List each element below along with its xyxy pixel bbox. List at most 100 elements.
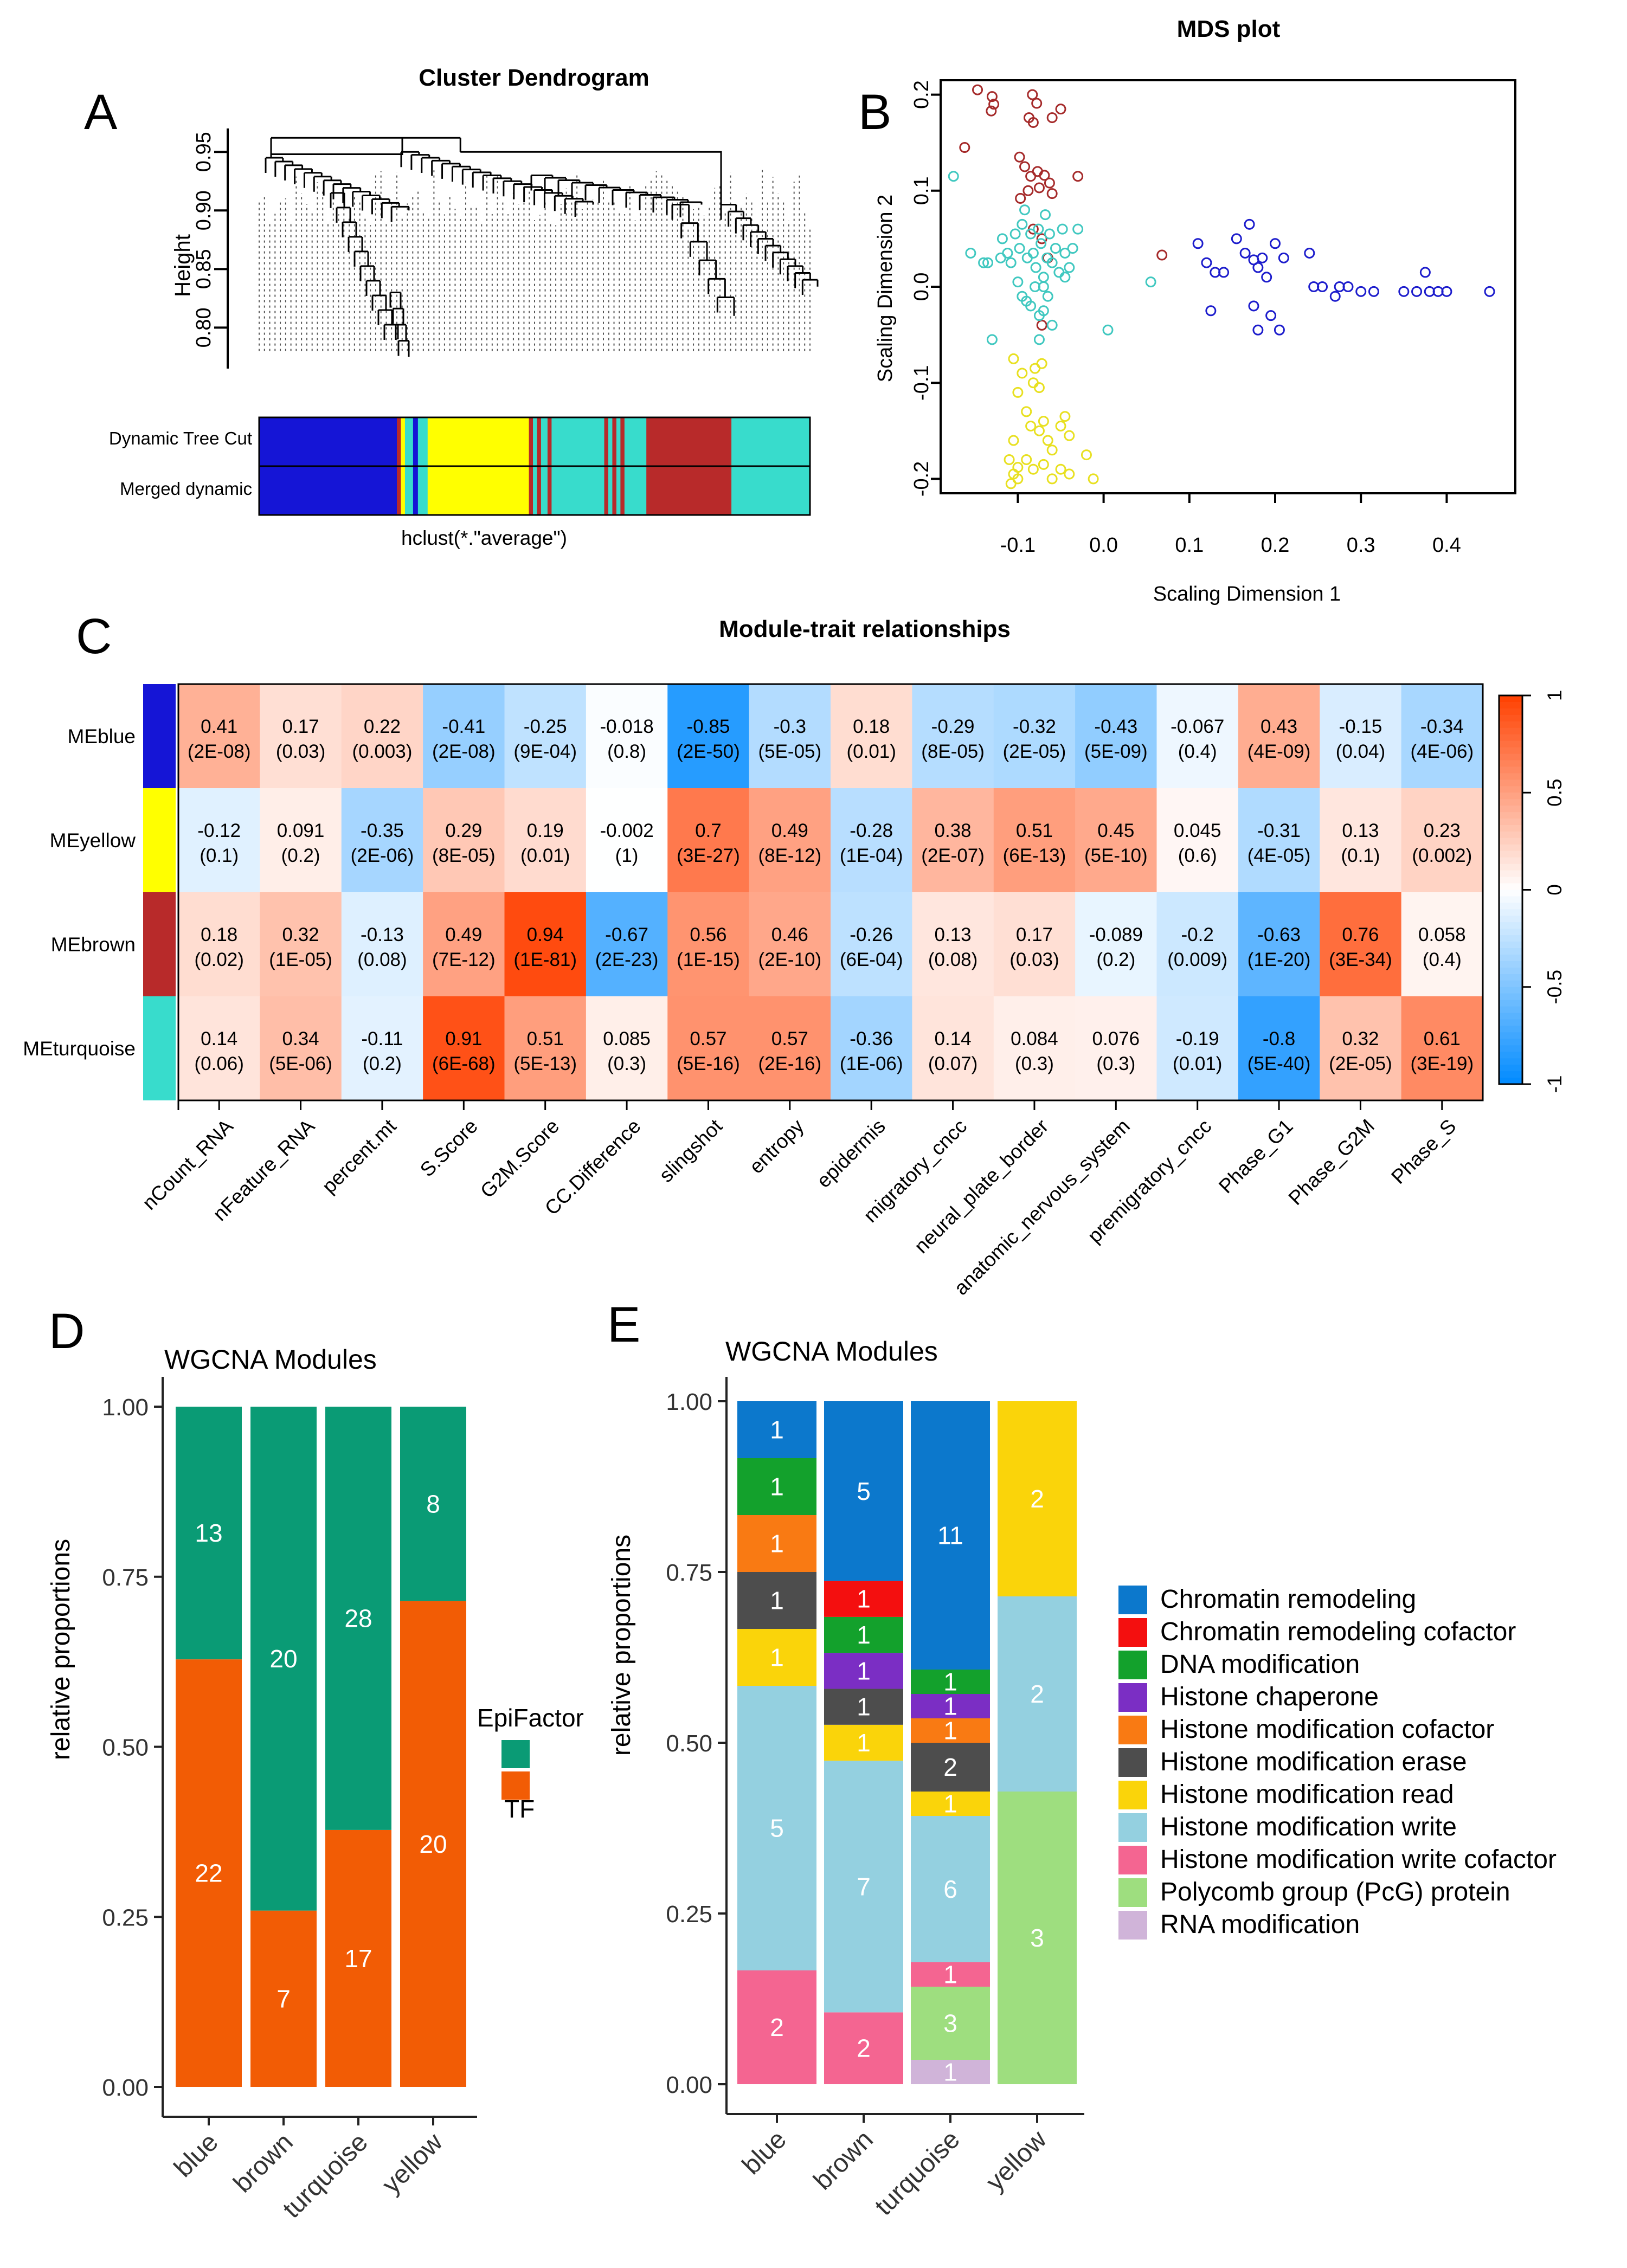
- mds-point-yellow: [1025, 420, 1037, 431]
- colorbar-segment: [1499, 890, 1522, 897]
- panel-e-title: WGCNA Modules: [725, 1336, 938, 1367]
- heatmap-cell-pvalue: (0.2): [1096, 949, 1135, 970]
- heatmap-cell-value: -0.11: [361, 1028, 403, 1049]
- colorbar-tick-label: 0.5: [1544, 779, 1566, 807]
- heatmap-cell-pvalue: (0.3): [1015, 1053, 1054, 1074]
- heatmap-cell: [423, 996, 505, 1101]
- mds-point-turquoise: [1046, 257, 1058, 268]
- panel-e-ylabel: relative proportions: [607, 1535, 636, 1756]
- colorbar-segment: [1499, 1006, 1522, 1014]
- legend-swatch: [1118, 1586, 1147, 1614]
- mds-point-yellow: [1027, 463, 1039, 475]
- heatmap-cell-value: -0.15: [1339, 716, 1382, 737]
- heatmap-cell-value: -0.8: [1263, 1028, 1295, 1049]
- heatmap-cell: [993, 892, 1076, 997]
- heatmap-cell: [749, 892, 831, 997]
- heatmap-cell-value: -0.43: [1094, 716, 1137, 737]
- y-tick-label: 0.75: [102, 1564, 149, 1591]
- heatmap-cell: [1320, 788, 1402, 893]
- bar-segment-histone-modification-read: [998, 1401, 1077, 1596]
- heatmap-cell-pvalue: (5E-10): [1084, 845, 1148, 866]
- mds-point-turquoise: [965, 247, 976, 259]
- heatmap-cell: [504, 684, 587, 789]
- mds-point-brown: [1033, 182, 1045, 194]
- heatmap-cell-value: 0.14: [201, 1028, 237, 1049]
- heatmap-cell-value: -0.31: [1257, 820, 1301, 841]
- panel-b-mds-plot: B MDS plot -0.1 0.0 0.1 0.2 0.3 0.4 -0.2 -0.1 0.…: [858, 16, 1516, 605]
- mds-point-brown: [1156, 249, 1168, 261]
- mds-point-blue: [1355, 286, 1367, 297]
- mds-point-blue: [1342, 281, 1354, 292]
- heatmap-cell-pvalue: (2E-08): [432, 741, 496, 762]
- heatmap-cell: [1075, 996, 1157, 1101]
- bar-segment-histone-modification-read: [737, 1629, 816, 1686]
- mds-x-tick-label: -0.1: [1000, 534, 1036, 557]
- legend-swatch: [1118, 1813, 1147, 1842]
- mds-point-turquoise: [1044, 228, 1055, 240]
- heatmap-cell-pvalue: (1E-05): [269, 949, 332, 970]
- heatmap-cell-value: 0.22: [364, 716, 401, 737]
- heatmap-cell-value: -0.25: [524, 716, 567, 737]
- mds-point-turquoise: [1017, 218, 1028, 230]
- heatmap-cell-value: 0.7: [695, 820, 722, 841]
- mds-point-blue: [1484, 286, 1495, 297]
- mds-point-yellow: [1033, 425, 1045, 436]
- mds-point-yellow: [1064, 430, 1075, 441]
- colorbar-tick-label: -0.5: [1544, 970, 1566, 1004]
- bar-segment-histone-modification-write: [998, 1596, 1077, 1792]
- mds-point-yellow: [1059, 411, 1071, 422]
- mds-point-yellow: [1008, 353, 1019, 364]
- bar-segment-count: 1: [857, 1729, 871, 1757]
- mds-y-tick-label: -0.1: [910, 365, 933, 400]
- mds-point-turquoise: [1005, 257, 1017, 268]
- legend-swatch: [1118, 1716, 1147, 1744]
- mds-point-turquoise: [1102, 324, 1114, 336]
- heatmap-cell: [993, 684, 1076, 789]
- mds-point-brown: [986, 105, 997, 117]
- mds-x-tick-label: 0.1: [1175, 534, 1204, 557]
- heatmap-cell: [1075, 788, 1157, 893]
- mds-point-brown: [1046, 112, 1058, 124]
- heatmap-cell: [1156, 684, 1239, 789]
- heatmap-cell: [831, 684, 912, 789]
- colorbar-segment: [1499, 948, 1522, 955]
- legend-swatch: [1118, 1683, 1147, 1712]
- mds-point-turquoise: [948, 171, 959, 182]
- heatmap-row-color: [143, 684, 176, 788]
- heatmap-cell-value: 0.41: [201, 716, 237, 737]
- colorbar-segment: [1499, 955, 1522, 962]
- heatmap-cell: [586, 892, 668, 997]
- mds-point-yellow: [1064, 468, 1075, 480]
- mds-point-brown: [1072, 171, 1084, 182]
- heatmap-cell: [667, 788, 750, 893]
- colorbar-segment: [1499, 909, 1522, 917]
- colorbar-segment: [1499, 980, 1522, 988]
- heatmap-cell-value: 0.17: [282, 716, 319, 737]
- bar-segment-polycomb-group-pcg-protein: [911, 1987, 990, 2060]
- bar-segment-dna-modification: [824, 1616, 903, 1653]
- heatmap-row-label: MEbrown: [51, 933, 136, 956]
- colorbar-segment: [1499, 812, 1522, 820]
- colorbar-segment: [1499, 753, 1522, 761]
- heatmap-frame: [177, 683, 1484, 1101]
- legend-label: Histone chaperone: [1160, 1683, 1379, 1711]
- heatmap-cell: [586, 788, 668, 893]
- colorbar-segment: [1499, 1000, 1522, 1007]
- heatmap-cell: [423, 788, 505, 893]
- dendrogram-xlabel: hclust(*."average"): [401, 527, 567, 549]
- legend-title: EpiFactor: [477, 1704, 584, 1732]
- heatmap-cell: [341, 684, 423, 789]
- mds-point-yellow: [1088, 473, 1099, 485]
- legend-swatch-epifactor: [501, 1740, 530, 1768]
- heatmap-cell-pvalue: (0.1): [1341, 845, 1380, 866]
- colorbar-segment: [1499, 916, 1522, 923]
- heatmap-cell-pvalue: (3E-19): [1410, 1053, 1474, 1074]
- mds-points: [948, 84, 1495, 489]
- legend-swatch: [1118, 1878, 1147, 1907]
- mds-point-turquoise: [1038, 305, 1049, 317]
- mds-point-yellow: [1012, 386, 1024, 398]
- panel-a-cluster-dendrogram: A Cluster Dendrogram Height 0.80 0.85 0.90…: [84, 65, 819, 549]
- colorbar-segment: [1499, 1019, 1522, 1027]
- bar-segment-epifactor: [250, 1407, 317, 1911]
